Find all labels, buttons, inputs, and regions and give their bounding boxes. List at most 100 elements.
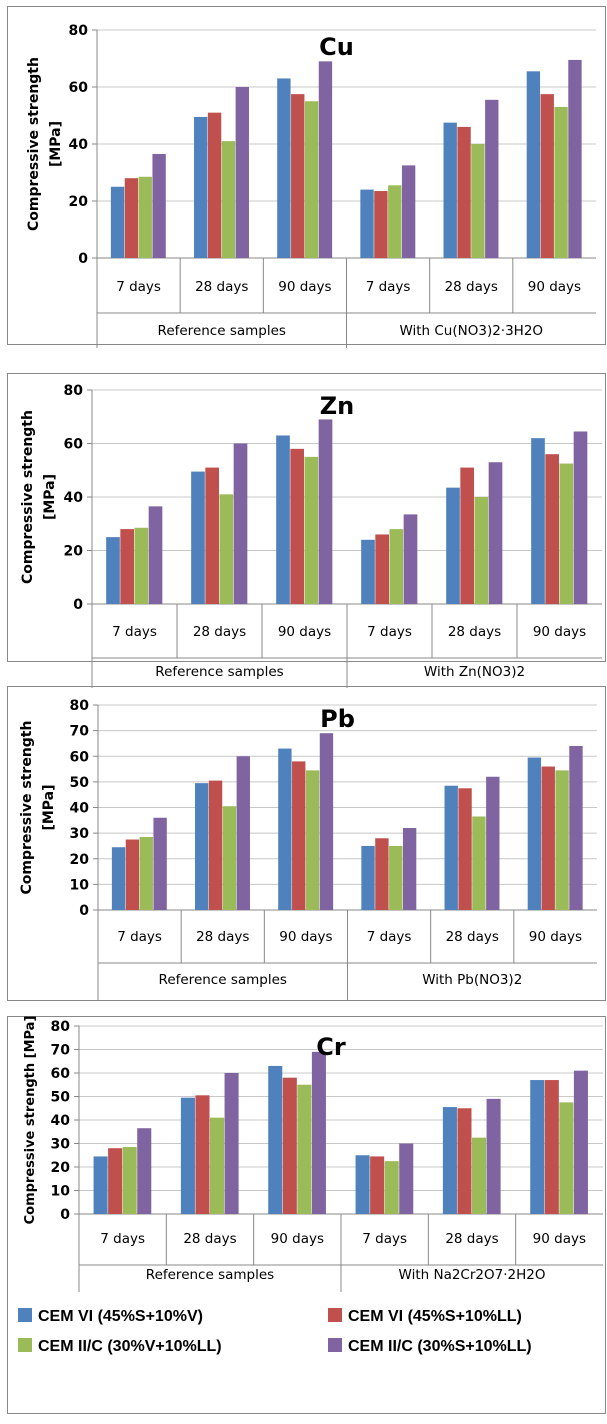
- y-axis-label: Compressive strength [MPa]: [23, 1016, 38, 1225]
- y-tick-label: 60: [51, 1066, 71, 1082]
- chart-panel-cr: 0 10 20 30 40 50 60 70 80 7 days 28 days 90 days 7 d…: [7, 1016, 606, 1414]
- bar: [319, 733, 334, 910]
- chart-title: Zn: [320, 392, 355, 420]
- bar: [355, 1155, 370, 1214]
- y-axis-label-line2: [MPa]: [48, 121, 64, 167]
- bar: [446, 487, 460, 604]
- y-tick-label: 70: [70, 724, 90, 740]
- bar: [125, 839, 140, 910]
- x-tick-label: 90 days: [533, 624, 586, 640]
- bar: [402, 828, 417, 910]
- bar: [457, 126, 471, 259]
- y-tick-label: 60: [70, 749, 90, 765]
- legend-swatch: [328, 1338, 342, 1352]
- x-tick-label: 90 days: [279, 929, 332, 945]
- group-label: Reference samples: [159, 972, 287, 988]
- bar: [120, 529, 134, 604]
- bar: [375, 534, 389, 604]
- bar: [111, 847, 126, 910]
- bar: [222, 806, 237, 910]
- y-tick-label: 80: [51, 1019, 71, 1035]
- bar: [219, 494, 234, 604]
- x-tick-label: 90 days: [278, 279, 331, 295]
- bar: [544, 1080, 559, 1214]
- bar: [122, 1147, 137, 1214]
- bar: [194, 116, 208, 258]
- bar: [457, 1108, 472, 1214]
- bar: [110, 186, 125, 258]
- group-label: Reference samples: [158, 323, 286, 339]
- bar: [93, 1156, 108, 1214]
- bar: [472, 816, 486, 910]
- chart-frame: [7, 686, 606, 1001]
- legend-label: CEM VI (45%S+10%LL): [348, 1308, 522, 1325]
- x-tick-label: 90 days: [529, 929, 582, 945]
- chart-frame: [7, 373, 606, 662]
- bar: [568, 59, 582, 258]
- bar: [559, 463, 574, 604]
- chart-frame: [7, 1016, 606, 1414]
- legend: CEM VI (45%S+10%V) CEM VI (45%S+10%LL) CEM…: [18, 1308, 532, 1355]
- bar: [268, 1065, 283, 1214]
- bar: [304, 101, 319, 258]
- bar: [444, 785, 458, 910]
- bar: [375, 838, 389, 910]
- y-tick-label: 10: [70, 877, 90, 893]
- x-tick-label: 90 days: [528, 279, 581, 295]
- y-tick-label: 0: [78, 251, 88, 267]
- bar: [389, 529, 404, 604]
- chart-title: Pb: [320, 705, 355, 733]
- y-tick-label: 40: [70, 801, 90, 817]
- x-tick-label: 7 days: [362, 1231, 407, 1247]
- bar: [205, 467, 219, 604]
- group-label: With Pb(NO3)2: [422, 972, 522, 988]
- x-tick-label: 7 days: [116, 279, 161, 295]
- bar: [471, 144, 485, 258]
- bar: [233, 443, 248, 604]
- legend-label: CEM II/C (30%S+10%LL): [348, 1338, 532, 1355]
- bar: [318, 61, 333, 258]
- bar: [221, 141, 236, 258]
- group-label: With Zn(NO3)2: [424, 664, 525, 680]
- bar: [554, 106, 568, 258]
- bar: [384, 1161, 399, 1214]
- bar: [526, 71, 541, 258]
- bar: [153, 817, 167, 910]
- x-tick-label: 7 days: [367, 624, 412, 640]
- bar: [195, 783, 209, 910]
- bar: [137, 1128, 152, 1214]
- bar: [527, 757, 542, 910]
- bar: [297, 1084, 312, 1214]
- bar: [282, 1077, 297, 1214]
- bar: [292, 761, 306, 910]
- bar: [458, 788, 472, 910]
- y-tick-label: 30: [51, 1137, 71, 1153]
- legend-swatch: [18, 1308, 32, 1322]
- chart-title: Cu: [319, 33, 354, 61]
- group-label: Reference samples: [146, 1267, 274, 1283]
- bar: [403, 514, 418, 604]
- y-tick-label: 50: [51, 1090, 71, 1106]
- bar: [401, 165, 416, 258]
- x-tick-label: 7 days: [100, 1231, 145, 1247]
- bar: [486, 1098, 501, 1214]
- y-axis-label-line2: [MPa]: [42, 474, 58, 520]
- y-tick-label: 80: [69, 23, 89, 39]
- chart-title: Cr: [316, 1033, 346, 1061]
- x-tick-label: 28 days: [195, 279, 248, 295]
- bar: [191, 471, 205, 604]
- bar: [361, 845, 375, 910]
- y-tick-label: 30: [70, 826, 90, 842]
- bar: [305, 770, 320, 910]
- y-axis-label-line1: Compressive strength: [19, 721, 35, 895]
- bar: [108, 1148, 123, 1214]
- bar: [290, 448, 304, 604]
- y-tick-label: 0: [73, 597, 83, 613]
- bar: [370, 1156, 385, 1214]
- bar: [318, 419, 333, 604]
- y-tick-label: 80: [64, 383, 84, 399]
- bar: [540, 94, 554, 258]
- y-tick-label: 0: [60, 1207, 70, 1223]
- y-tick-label: 0: [79, 903, 89, 919]
- y-tick-label: 80: [70, 698, 90, 714]
